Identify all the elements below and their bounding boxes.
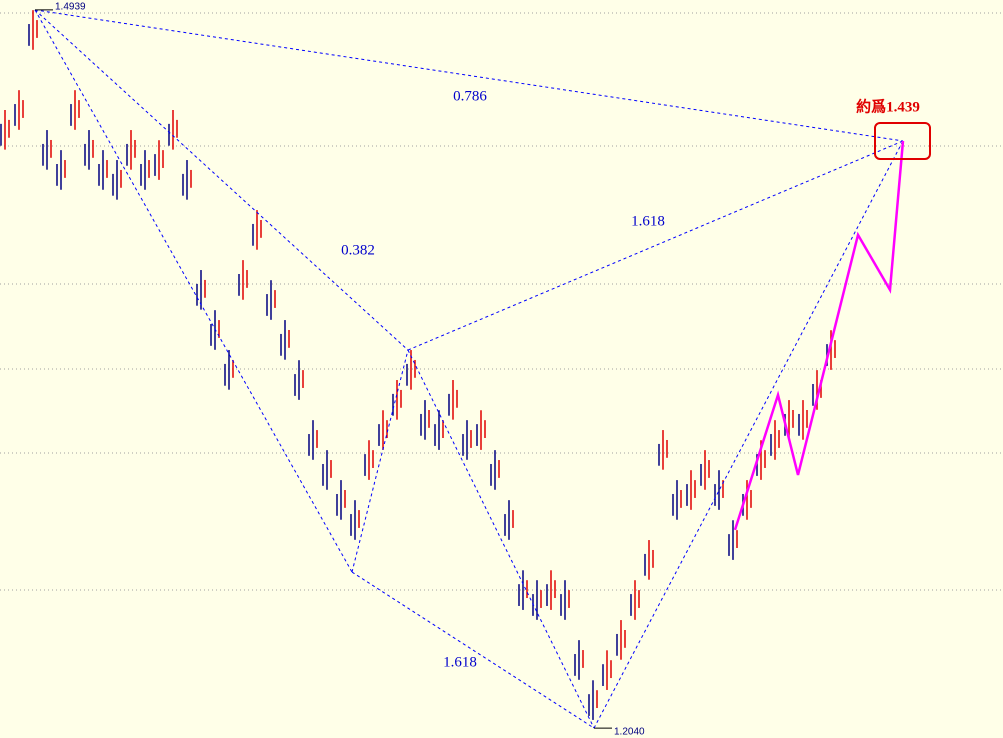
ratio-label: 1.618 xyxy=(631,213,665,229)
pattern-line xyxy=(351,349,409,573)
pattern-line xyxy=(593,140,904,729)
ratio-label: 0.786 xyxy=(453,88,487,104)
ratio-label: 1.618 xyxy=(443,654,477,670)
price-label: 1.2040 xyxy=(614,727,645,738)
projection-line xyxy=(733,140,905,531)
pattern-line xyxy=(34,9,409,351)
ratio-label: 0.382 xyxy=(341,242,375,258)
target-label: 約爲1.439 xyxy=(856,97,920,115)
pattern-line xyxy=(407,349,595,729)
pattern-line xyxy=(34,9,904,142)
target-box xyxy=(874,121,931,160)
price-label: 1.4939 xyxy=(55,2,86,13)
